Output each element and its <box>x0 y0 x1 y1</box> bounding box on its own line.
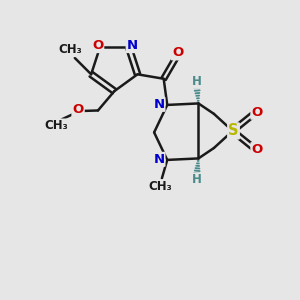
Text: CH₃: CH₃ <box>44 119 68 132</box>
Text: N: N <box>127 39 138 52</box>
Text: CH₃: CH₃ <box>58 43 82 56</box>
Text: O: O <box>92 39 103 52</box>
Text: H: H <box>192 173 202 186</box>
Text: O: O <box>251 143 262 156</box>
Text: N: N <box>153 153 164 166</box>
Text: O: O <box>172 46 183 59</box>
Text: N: N <box>153 98 164 111</box>
Text: H: H <box>192 75 202 88</box>
Text: O: O <box>72 103 84 116</box>
Text: S: S <box>228 123 239 138</box>
Text: CH₃: CH₃ <box>148 180 172 193</box>
Text: O: O <box>251 106 262 119</box>
